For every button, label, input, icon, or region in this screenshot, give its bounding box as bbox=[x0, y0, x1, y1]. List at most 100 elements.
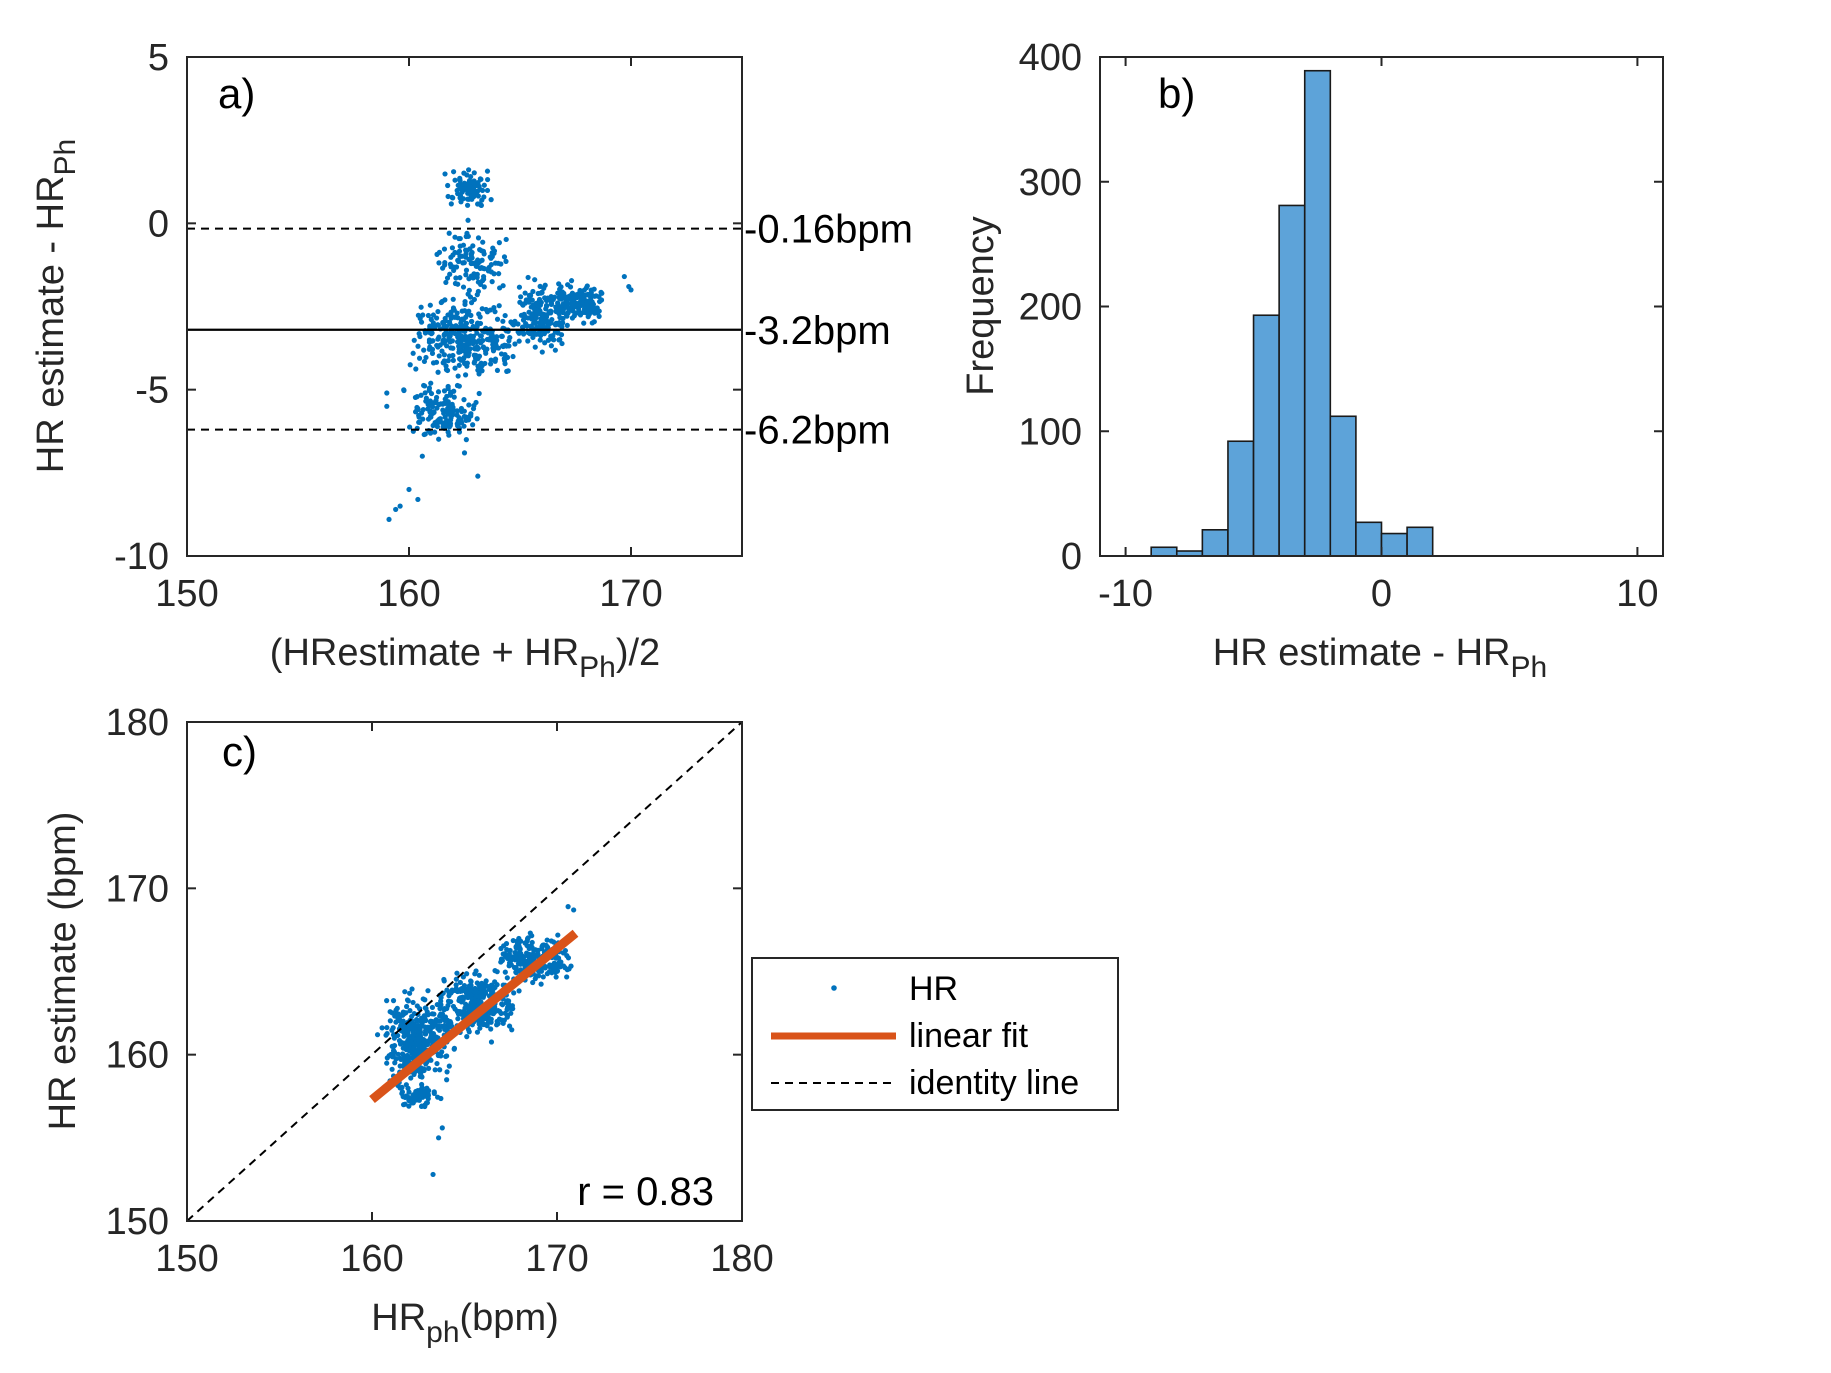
panel-b-xlabel-sub: Ph bbox=[1511, 651, 1548, 684]
panel-a-point bbox=[459, 316, 465, 322]
panel-a-point bbox=[464, 360, 470, 366]
panel-c-point bbox=[472, 985, 478, 992]
panel-a-point bbox=[429, 350, 436, 356]
panel-c-point bbox=[428, 1057, 434, 1063]
panel-a-point bbox=[569, 315, 576, 321]
panel-a-point bbox=[484, 346, 490, 352]
panel-a-point bbox=[460, 242, 467, 248]
panel-c-point bbox=[402, 1101, 408, 1107]
panel-c-point bbox=[489, 982, 495, 988]
panel-c-point bbox=[387, 1009, 393, 1015]
panel-a-point bbox=[440, 360, 446, 366]
panel-a-point bbox=[452, 365, 458, 371]
panel-c-point bbox=[455, 1016, 461, 1022]
panel-a-point bbox=[496, 303, 502, 309]
panel-a-point bbox=[523, 321, 529, 327]
panel-c-point bbox=[396, 1015, 402, 1021]
panel-a-point bbox=[445, 429, 451, 435]
lower-limit-annotation: -6.2bpm bbox=[744, 409, 891, 453]
panel-c-point bbox=[404, 1057, 411, 1064]
panel-a-point bbox=[475, 288, 481, 295]
panel-a-point bbox=[441, 388, 448, 394]
panel-c-point bbox=[445, 998, 452, 1004]
panel-b-xlabel: HR estimate - HRPh bbox=[1213, 632, 1547, 684]
panel-c-point bbox=[482, 1021, 488, 1028]
panel-c-point bbox=[503, 941, 510, 947]
panel-a-point bbox=[559, 324, 565, 330]
panel-c-point bbox=[520, 956, 526, 963]
panel-a-point bbox=[475, 201, 481, 207]
panel-a-point bbox=[533, 315, 539, 321]
panel-a-ylabel-main: HR estimate - HR bbox=[30, 175, 72, 473]
panel-a-point bbox=[445, 193, 451, 200]
panel-a-point bbox=[447, 402, 454, 409]
panel-c-point bbox=[505, 1000, 511, 1006]
panel-a-point bbox=[462, 335, 468, 341]
panel-a-point bbox=[483, 350, 489, 356]
panel-c-point bbox=[409, 1035, 416, 1041]
panel-c-point bbox=[425, 1065, 432, 1072]
panel-a-point bbox=[458, 417, 464, 423]
panel-c-point bbox=[404, 1003, 410, 1010]
panel-a-point bbox=[465, 340, 471, 346]
panel-a-point bbox=[457, 177, 463, 184]
correlation-annotation: r = 0.83 bbox=[577, 1170, 714, 1214]
panel-a-point bbox=[530, 288, 536, 295]
panel-c-point bbox=[397, 1085, 403, 1091]
panel-a-point bbox=[476, 390, 482, 397]
panel-c-point bbox=[445, 1002, 451, 1009]
panel-a-point bbox=[591, 305, 597, 311]
panel-a-point bbox=[492, 309, 498, 315]
panel-c-point bbox=[433, 1017, 439, 1023]
linear-fit-line bbox=[369, 929, 579, 1104]
panel-a-point bbox=[421, 431, 427, 438]
panel-c-point bbox=[571, 907, 577, 913]
panel-a-point bbox=[552, 347, 558, 353]
panel-b-ytick-label: 200 bbox=[1019, 287, 1082, 329]
panel-a-point bbox=[537, 337, 543, 343]
panel-a-point bbox=[430, 320, 436, 326]
panel-a-point bbox=[500, 318, 506, 324]
panel-c-point bbox=[568, 963, 574, 969]
panel-a-point bbox=[461, 170, 467, 176]
panel-a-point bbox=[416, 419, 422, 425]
panel-c-point bbox=[468, 978, 474, 984]
panel-a-point bbox=[472, 355, 479, 361]
panel-a-point bbox=[457, 195, 463, 201]
panel-c-point bbox=[499, 1002, 506, 1008]
panel-c-point bbox=[514, 940, 521, 946]
panel-c-point bbox=[384, 998, 390, 1004]
panel-c-point bbox=[432, 1067, 438, 1073]
panel-a-point bbox=[446, 319, 453, 325]
panel-c-point bbox=[513, 954, 519, 960]
panel-c-point bbox=[560, 950, 566, 956]
panel-c-point bbox=[395, 1051, 401, 1057]
panel-c-point bbox=[502, 969, 508, 975]
panel-c-point bbox=[457, 979, 463, 986]
panel-a-point bbox=[467, 412, 474, 419]
panel-a-point bbox=[447, 339, 453, 345]
panel-a-point bbox=[581, 320, 587, 326]
panel-a-point bbox=[540, 311, 546, 317]
panel-a-point bbox=[455, 191, 461, 197]
panel-a-point bbox=[480, 248, 487, 254]
panel-c-point bbox=[398, 1056, 404, 1063]
panel-a-point bbox=[431, 409, 437, 415]
panel-a-point bbox=[449, 323, 455, 329]
panel-c-point bbox=[413, 1048, 419, 1055]
panel-a-point bbox=[565, 282, 571, 288]
panel-a-ytick-label: -5 bbox=[135, 370, 169, 412]
panel-a-point bbox=[477, 314, 483, 320]
panel-c-xlabel: HRph(bpm) bbox=[371, 1297, 559, 1349]
panel-a-point bbox=[559, 340, 565, 347]
panel-a-point bbox=[442, 414, 448, 420]
panel-c-point bbox=[516, 988, 522, 994]
panel-a-point bbox=[436, 353, 442, 359]
panel-a-point bbox=[557, 337, 563, 343]
panel-a-point bbox=[450, 195, 456, 201]
panel-a-point bbox=[442, 260, 448, 266]
panel-a-point bbox=[475, 235, 482, 241]
panel-c-point bbox=[400, 1018, 406, 1024]
panel-c-point bbox=[405, 1085, 411, 1091]
upper-limit-annotation: -0.16bpm bbox=[744, 208, 913, 252]
